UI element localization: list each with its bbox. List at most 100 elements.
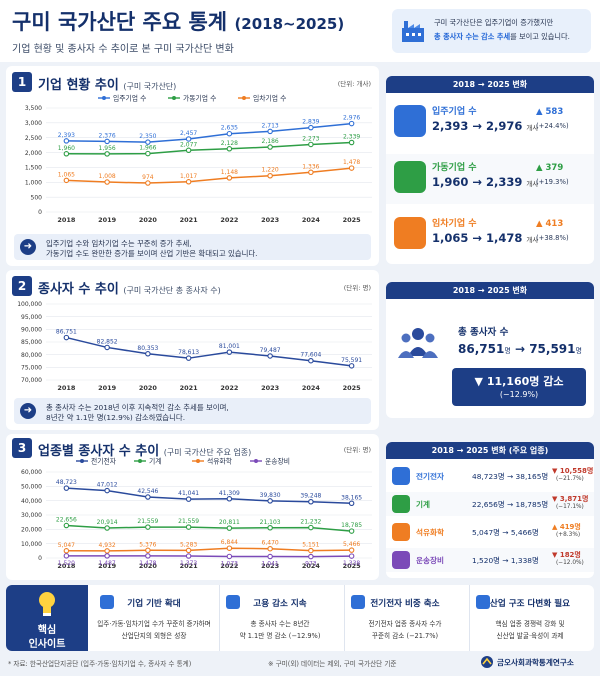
series-line: [66, 547, 352, 552]
data-point: [348, 528, 355, 534]
data-label: 21,559: [178, 518, 199, 525]
factory-icon: [402, 21, 424, 42]
data-label: 1,487: [99, 560, 116, 567]
y-tick-label: 85,000: [21, 339, 42, 346]
note-2-line-2: 8년간 약 1.1만 명(12.9%) 감소하였습니다.: [46, 413, 186, 422]
data-label: 6,844: [221, 539, 238, 546]
x-tick-label: 2022: [220, 384, 238, 392]
x-tick-label: 2025: [343, 216, 362, 224]
y-tick-label: 2,500: [25, 135, 42, 142]
x-tick-label: 2022: [220, 562, 238, 570]
data-point: [226, 130, 233, 137]
data-label: 1,966: [139, 145, 156, 152]
stat-value: 2,393 → 2,976 개사: [432, 119, 539, 133]
data-point: [226, 525, 233, 531]
data-label: 2,350: [139, 133, 156, 140]
data-label: 5,466: [343, 541, 360, 548]
panel-3-industry: 전기전자 48,723명 → 38,165명 ▼ 10,558명 (−21.7%): [386, 464, 594, 488]
data-point: [348, 165, 355, 171]
arrow-right-icon: ➜: [20, 239, 36, 255]
section-1-note: ➜ 입주기업 수와 임차기업 수는 꾸준히 증가 추세, 가동기업 수도 완만한…: [14, 234, 371, 260]
data-point: [104, 548, 110, 554]
y-tick-label: 1,500: [25, 165, 42, 172]
insight-title: 고용 감소 지속: [253, 599, 307, 609]
data-label: 20,914: [97, 519, 118, 526]
y-tick-label: 20,000: [21, 527, 42, 534]
stat-name: 임차기업 수: [432, 219, 477, 229]
series-line: [66, 141, 352, 155]
series-line: [66, 487, 352, 505]
x-tick-label: 2018: [57, 216, 76, 224]
data-label: 4,932: [99, 542, 116, 549]
x-tick-label: 2019: [98, 384, 117, 392]
industry-value: 48,723명 → 38,165명: [472, 472, 549, 481]
data-point: [267, 353, 273, 359]
data-label: 86,751: [56, 329, 77, 336]
legend-label: 가동기업 수: [183, 94, 216, 102]
data-point: [267, 553, 273, 560]
legend-label: 입주기업 수: [113, 94, 146, 102]
section-3-number: 3: [12, 438, 32, 458]
gear-icon: [394, 161, 426, 193]
industry-value: 1,520명 → 1,338명: [472, 556, 539, 565]
data-label: 1,336: [302, 163, 319, 170]
series-line: [66, 167, 352, 184]
car-icon: [392, 551, 410, 569]
data-point: [308, 524, 314, 531]
industry-delta: ▼ 182명: [552, 551, 581, 559]
panel-1-stat: 임차기업 수 1,065 → 1,478 개사 ▲ 413 (+38.8%): [386, 210, 594, 260]
data-label: 2,713: [262, 122, 279, 129]
panel-2-delta-box: ▼ 11,160명 감소 (−12.9%): [452, 368, 586, 406]
series-line: [66, 524, 352, 532]
legend-marker: [138, 459, 142, 463]
data-point: [104, 487, 110, 494]
data-label: 1,017: [180, 173, 197, 180]
data-label: 1,220: [262, 167, 279, 174]
data-label: 81,001: [219, 343, 240, 350]
panel-2-pct: (−12.9%): [499, 390, 539, 399]
insight-item: 전기전자 비중 축소 전기전자 업종 종사자 수가 꾸준히 감소 (−21.7%): [344, 585, 464, 651]
building-icon: [394, 105, 426, 137]
industry-name: 전기전자: [416, 472, 444, 481]
y-tick-label: 3,500: [25, 105, 42, 112]
section-2-number: 2: [12, 276, 32, 296]
industry-value: 22,656명 → 18,785명: [472, 500, 549, 509]
data-point: [308, 169, 314, 176]
stat-pct: (+38.8%): [536, 234, 569, 242]
note-1-line-2: 가동기업 수도 완만한 증가를 보이며 산업 기반은 확대되고 있습니다.: [46, 249, 258, 258]
data-label: 77,604: [300, 352, 321, 359]
section-2-unit: (단위: 명): [343, 284, 371, 292]
data-label: 21,559: [137, 518, 158, 525]
data-label: 41,041: [178, 490, 199, 497]
data-point: [348, 547, 355, 553]
x-tick-label: 2023: [261, 562, 279, 570]
data-point: [348, 363, 355, 369]
data-point: [145, 494, 151, 500]
data-point: [308, 357, 314, 364]
data-label: 5,283: [180, 541, 197, 548]
legend-label: 운송장비: [265, 456, 290, 465]
section-3-title: 업종별 종사자 수 추이 (구미 국가산단 주요 업종): [38, 444, 252, 459]
industry-value: 5,047명 → 5,466명: [472, 528, 539, 537]
data-point: [145, 180, 151, 186]
section-1-unit: (단위: 개사): [337, 80, 371, 88]
legend-marker: [242, 96, 246, 100]
industry-pct: (−12.0%): [556, 560, 584, 566]
data-point: [63, 138, 70, 144]
insight-line-2: 약 1.1만 명 감소 (−12.9%): [239, 632, 321, 640]
industry-delta: ▼ 10,558명: [552, 467, 594, 475]
insight-key-line-2: 인사이트: [28, 639, 66, 650]
data-point: [185, 553, 192, 559]
insight-line-1: 총 종사자 수는 8년간: [250, 620, 310, 628]
note-1-line-1: 입주기업 수와 임차기업 수는 꾸준히 증가 추세,: [46, 239, 192, 248]
industry-pct: (+8.3%): [556, 532, 581, 538]
data-label: 1,008: [99, 173, 116, 180]
data-point: [145, 524, 151, 530]
stat-value: 1,065 → 1,478 개사: [432, 231, 539, 245]
data-label: 1,520: [58, 560, 75, 567]
y-tick-label: 2,000: [25, 150, 42, 157]
insight-line-1: 전기전자 업종 종사자 수가: [368, 620, 442, 628]
data-label: 21,232: [300, 519, 321, 526]
data-label: 2,839: [302, 119, 319, 126]
x-tick-label: 2018: [57, 384, 76, 392]
